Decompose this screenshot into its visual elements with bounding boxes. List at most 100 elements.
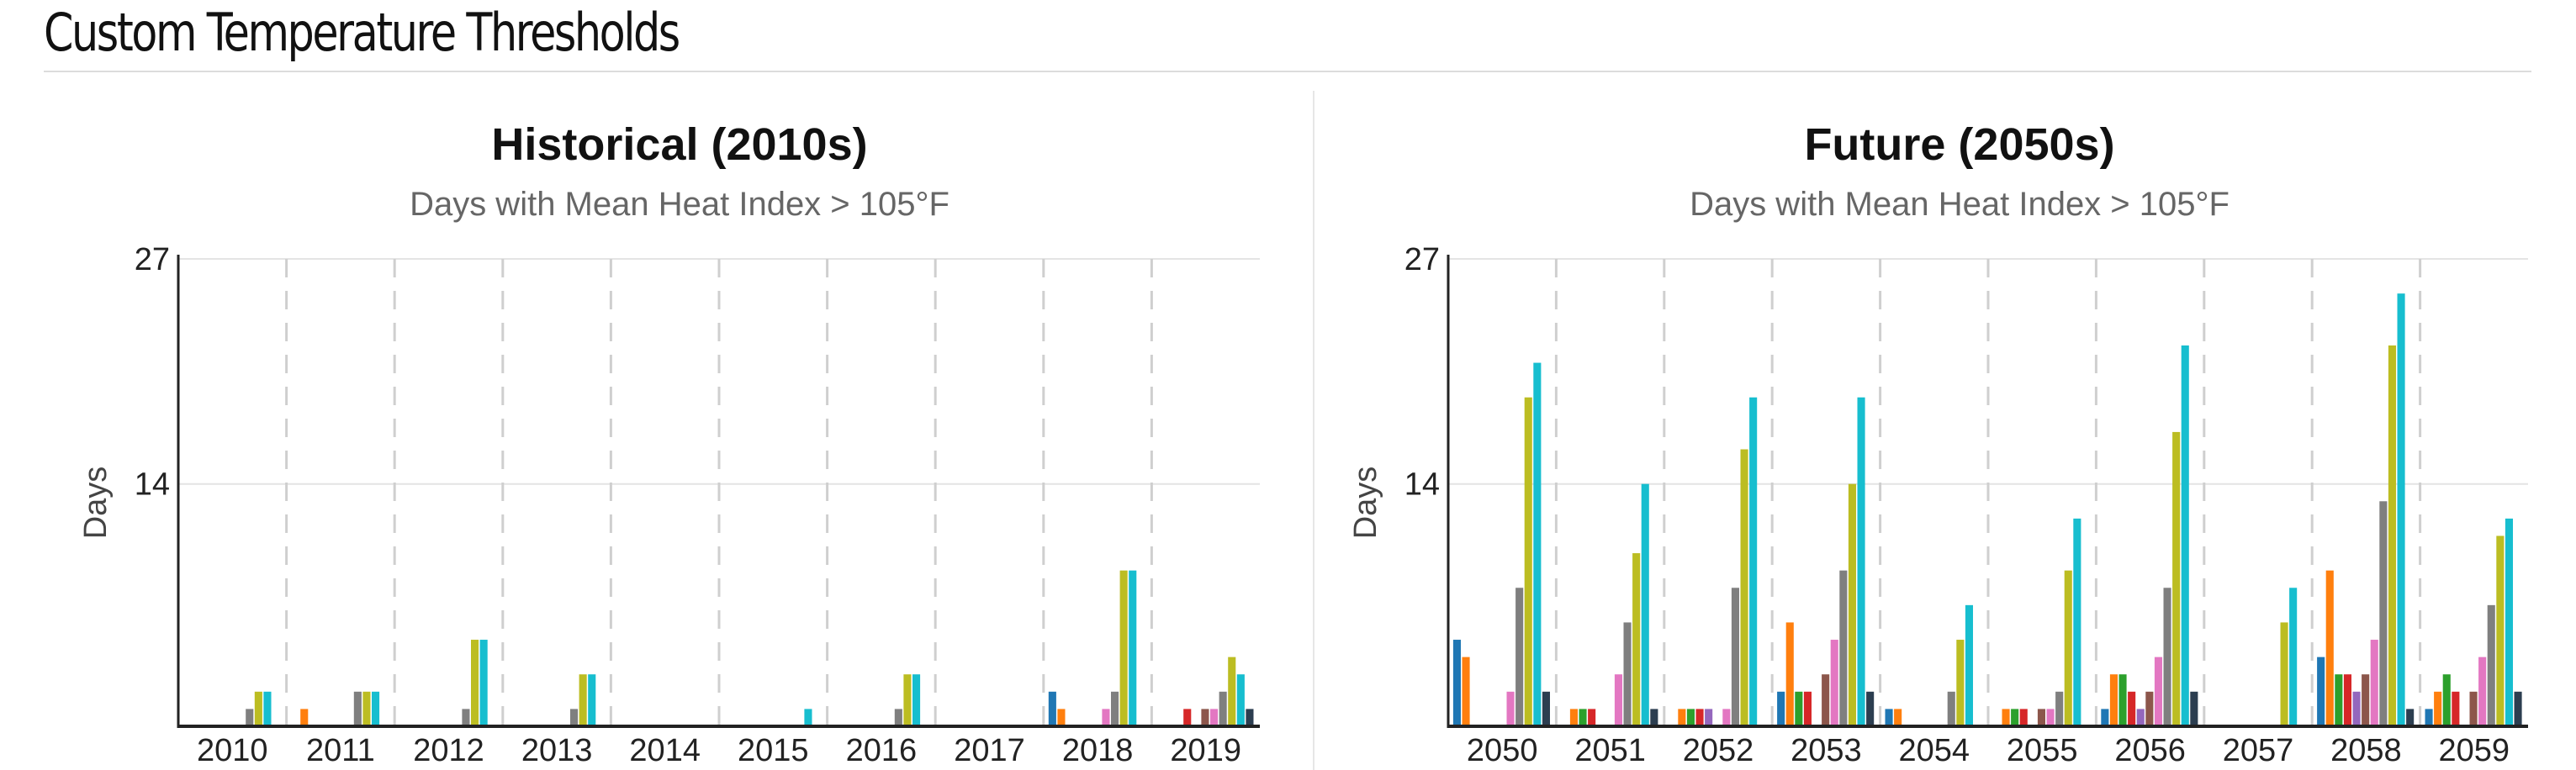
bar[interactable] [1506, 691, 1515, 726]
bar[interactable] [2352, 691, 2361, 726]
bar[interactable] [1848, 483, 1856, 726]
bar[interactable] [1947, 691, 1955, 726]
bar[interactable] [1857, 397, 1865, 726]
bar[interactable] [2425, 709, 2433, 726]
bar[interactable] [1119, 570, 1128, 726]
bar[interactable] [2335, 674, 2343, 726]
bar[interactable] [1057, 709, 1066, 726]
bar[interactable] [1803, 691, 1812, 726]
bar[interactable] [263, 691, 272, 726]
bar[interactable] [1102, 709, 1110, 726]
bar[interactable] [588, 674, 596, 726]
bar[interactable] [1705, 709, 1713, 726]
bar[interactable] [462, 709, 470, 726]
bar[interactable] [2073, 518, 2081, 726]
bar[interactable] [2397, 293, 2405, 726]
bar[interactable] [2388, 345, 2396, 726]
bar[interactable] [2163, 588, 2171, 726]
bar[interactable] [2343, 674, 2351, 726]
bar[interactable] [2280, 622, 2288, 726]
bar[interactable] [1219, 691, 1227, 726]
bar[interactable] [1749, 397, 1758, 726]
bar[interactable] [1740, 449, 1748, 726]
bar[interactable] [2505, 518, 2513, 726]
bar[interactable] [1866, 691, 1875, 726]
bar[interactable] [2478, 657, 2487, 726]
bar[interactable] [1048, 691, 1056, 726]
bar[interactable] [1462, 657, 1470, 726]
bar[interactable] [1201, 709, 1209, 726]
bar[interactable] [2514, 691, 2522, 726]
bar[interactable] [1569, 709, 1578, 726]
bar[interactable] [479, 640, 488, 726]
bar[interactable] [2181, 345, 2189, 726]
bar[interactable] [1614, 674, 1622, 726]
bar[interactable] [1822, 674, 1830, 726]
bar[interactable] [1524, 397, 1532, 726]
bar[interactable] [1722, 709, 1731, 726]
bar[interactable] [1210, 709, 1219, 726]
bar[interactable] [2190, 691, 2198, 726]
bar[interactable] [1533, 362, 1542, 726]
bar[interactable] [1830, 640, 1838, 726]
bar[interactable] [1678, 709, 1686, 726]
bar[interactable] [1785, 622, 1794, 726]
bar[interactable] [579, 674, 587, 726]
bar[interactable] [1641, 483, 1649, 726]
bar[interactable] [2046, 709, 2055, 726]
bar[interactable] [2370, 640, 2378, 726]
bar[interactable] [1588, 709, 1596, 726]
bar[interactable] [2172, 431, 2181, 726]
bar[interactable] [2118, 674, 2127, 726]
bar[interactable] [2496, 535, 2505, 726]
bar[interactable] [2469, 691, 2478, 726]
bar[interactable] [1236, 674, 1245, 726]
bar[interactable] [1839, 570, 1848, 726]
bar[interactable] [2128, 691, 2136, 726]
bar[interactable] [1228, 657, 1236, 726]
bar[interactable] [804, 709, 812, 726]
bar[interactable] [1129, 570, 1137, 726]
bar[interactable] [2289, 588, 2298, 726]
bar[interactable] [894, 709, 902, 726]
bar[interactable] [2452, 691, 2460, 726]
bar[interactable] [2037, 709, 2045, 726]
bar[interactable] [1452, 640, 1461, 726]
bar[interactable] [1632, 553, 1641, 726]
bar[interactable] [2487, 604, 2495, 726]
bar[interactable] [570, 709, 579, 726]
bar[interactable] [2145, 691, 2154, 726]
bar[interactable] [1579, 709, 1587, 726]
bar[interactable] [300, 709, 309, 726]
bar[interactable] [1956, 640, 1965, 726]
bar[interactable] [2011, 709, 2019, 726]
bar[interactable] [2379, 501, 2388, 726]
bar[interactable] [2154, 657, 2162, 726]
bar[interactable] [1623, 622, 1632, 726]
bar[interactable] [2442, 674, 2451, 726]
bar[interactable] [912, 674, 921, 726]
bar[interactable] [1515, 588, 1524, 726]
bar[interactable] [1111, 691, 1119, 726]
bar[interactable] [2317, 657, 2325, 726]
bar[interactable] [471, 640, 479, 726]
bar[interactable] [2434, 691, 2442, 726]
bar[interactable] [2325, 570, 2334, 726]
bar[interactable] [903, 674, 912, 726]
bar[interactable] [2064, 570, 2072, 726]
bar[interactable] [1965, 604, 1973, 726]
bar[interactable] [372, 691, 380, 726]
bar[interactable] [1686, 709, 1695, 726]
bar[interactable] [1695, 709, 1704, 726]
bar[interactable] [2406, 709, 2415, 726]
bar[interactable] [1650, 709, 1658, 726]
bar[interactable] [2136, 709, 2145, 726]
bar[interactable] [246, 709, 254, 726]
bar[interactable] [353, 691, 362, 726]
bar[interactable] [1542, 691, 1550, 726]
bar[interactable] [1894, 709, 1902, 726]
bar[interactable] [1183, 709, 1192, 726]
bar[interactable] [2101, 709, 2109, 726]
bar[interactable] [2362, 674, 2370, 726]
bar[interactable] [1731, 588, 1739, 726]
